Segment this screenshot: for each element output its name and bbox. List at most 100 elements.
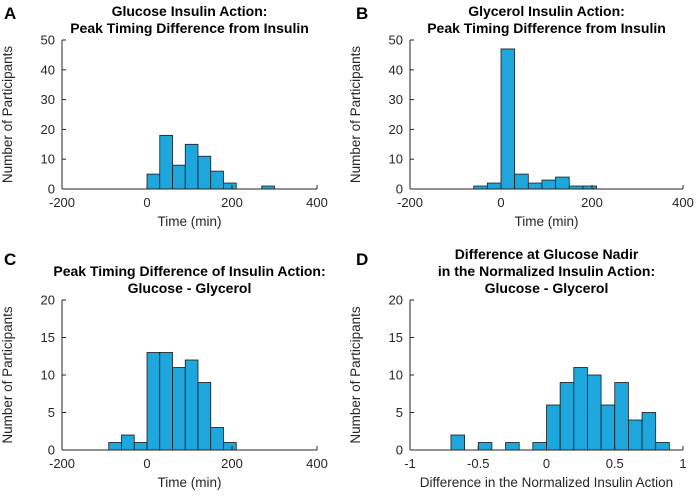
x-tick-label: 0	[497, 195, 504, 210]
histogram-bar	[587, 374, 602, 451]
histogram-bar	[555, 176, 570, 190]
x-tick-label: 0	[143, 456, 150, 471]
histogram-bar	[500, 48, 516, 190]
histogram-bar	[541, 179, 557, 190]
x-tick-label: 200	[221, 195, 243, 210]
x-tick-label: 400	[306, 456, 328, 471]
histogram-bar	[486, 182, 502, 190]
x-axis-label: Time (min)	[158, 475, 222, 490]
y-axis-label: Number of Participants	[348, 46, 363, 184]
histogram-bar	[477, 442, 493, 451]
y-tick-label: 0	[48, 182, 55, 197]
histogram-bar	[559, 382, 575, 451]
histogram-bar	[450, 434, 466, 451]
y-tick-label: 0	[396, 443, 403, 458]
panel-label: D	[356, 250, 368, 269]
histogram-bar	[146, 173, 161, 190]
x-tick-label: 1	[679, 456, 686, 471]
y-tick-label: 5	[396, 405, 403, 420]
y-tick-label: 40	[389, 62, 403, 77]
y-tick-label: 20	[41, 293, 55, 308]
histogram-bar	[546, 404, 561, 451]
histogram-bar	[514, 173, 529, 190]
x-tick-label: 0.5	[606, 456, 624, 471]
histogram-bar	[210, 427, 224, 451]
x-axis-label: Time (min)	[515, 214, 579, 229]
x-tick-label: -200	[397, 195, 423, 210]
y-tick-label: 0	[396, 182, 403, 197]
y-tick-label: 30	[41, 92, 55, 107]
x-tick-label: -200	[49, 456, 75, 471]
x-tick-label: 200	[581, 195, 603, 210]
chart-title-line: in the Normalized Insulin Action:	[438, 263, 655, 279]
histogram-bar	[527, 182, 543, 190]
histogram-bar	[146, 352, 161, 451]
panel-label: C	[4, 250, 16, 269]
y-tick-label: 20	[389, 293, 403, 308]
y-tick-label: 5	[48, 405, 55, 420]
chart-title-line: Glycerol Insulin Action:	[468, 3, 625, 19]
histogram-bar	[628, 419, 643, 451]
y-tick-label: 20	[41, 122, 55, 137]
y-tick-label: 10	[389, 368, 403, 383]
y-tick-label: 20	[389, 122, 403, 137]
y-axis-label: Number of Participants	[0, 306, 15, 444]
chart-title-line: Difference at Glucose Nadir	[455, 246, 639, 262]
histogram-bar	[655, 442, 670, 451]
x-axis-label: Difference in the Normalized Insulin Act…	[420, 475, 673, 490]
histogram-bar	[573, 367, 588, 451]
chart-title-line: Glucose - Glycerol	[128, 280, 252, 296]
chart-title-line: Peak Timing Difference of Insulin Action…	[53, 263, 325, 279]
histogram-bar	[600, 404, 616, 451]
y-tick-label: 0	[48, 443, 55, 458]
y-tick-label: 15	[41, 330, 55, 345]
y-tick-label: 50	[389, 33, 403, 48]
histogram-bar	[159, 134, 173, 190]
histogram-bar	[532, 442, 547, 451]
histogram-bar	[159, 352, 173, 451]
histogram-bar	[121, 434, 135, 451]
x-tick-label: -1	[404, 456, 416, 471]
histogram-bar	[210, 170, 224, 190]
chart-title-line: Peak Timing Difference from Insulin	[70, 20, 309, 36]
histogram-bar	[108, 442, 122, 451]
panel-C: C Peak Timing Difference of Insulin Actio…	[0, 250, 328, 490]
panel-label: A	[4, 4, 16, 23]
histogram-bar	[197, 382, 212, 451]
panel-A: A Glucose Insulin Action:Peak Timing Diff…	[0, 3, 328, 229]
chart-title-line: Glucose Insulin Action:	[112, 3, 268, 19]
y-tick-label: 10	[389, 152, 403, 167]
histogram-bar	[223, 442, 237, 451]
y-axis-label: Number of Participants	[348, 306, 363, 444]
chart-title-line: Glucose - Glycerol	[485, 280, 609, 296]
histogram-bar	[197, 155, 212, 190]
y-axis-label: Number of Participants	[0, 46, 15, 184]
y-tick-label: 10	[41, 152, 55, 167]
y-tick-label: 30	[389, 92, 403, 107]
panel-label: B	[356, 4, 368, 23]
x-tick-label: -200	[49, 195, 75, 210]
histogram-bar	[172, 164, 186, 190]
y-tick-label: 40	[41, 62, 55, 77]
histogram-bar	[223, 182, 237, 190]
y-tick-label: 50	[41, 33, 55, 48]
panel-B: B Glycerol Insulin Action:Peak Timing Dif…	[348, 3, 694, 229]
x-tick-label: 200	[221, 456, 243, 471]
histogram-bar	[172, 367, 186, 451]
x-tick-label: -0.5	[467, 456, 489, 471]
y-tick-label: 10	[41, 368, 55, 383]
x-tick-label: 0	[543, 456, 550, 471]
x-tick-label: 0	[143, 195, 150, 210]
x-tick-label: 400	[306, 195, 328, 210]
histogram-bar	[505, 442, 520, 451]
histogram-bar	[614, 382, 629, 451]
histogram-bar	[184, 359, 199, 451]
histogram-bar	[184, 143, 199, 190]
chart-title-line: Peak Timing Difference from Insulin	[427, 20, 666, 36]
histogram-bar	[641, 412, 657, 451]
y-tick-label: 15	[389, 330, 403, 345]
x-tick-label: 400	[672, 195, 694, 210]
histogram-bar	[133, 442, 148, 451]
x-axis-label: Time (min)	[158, 214, 222, 229]
